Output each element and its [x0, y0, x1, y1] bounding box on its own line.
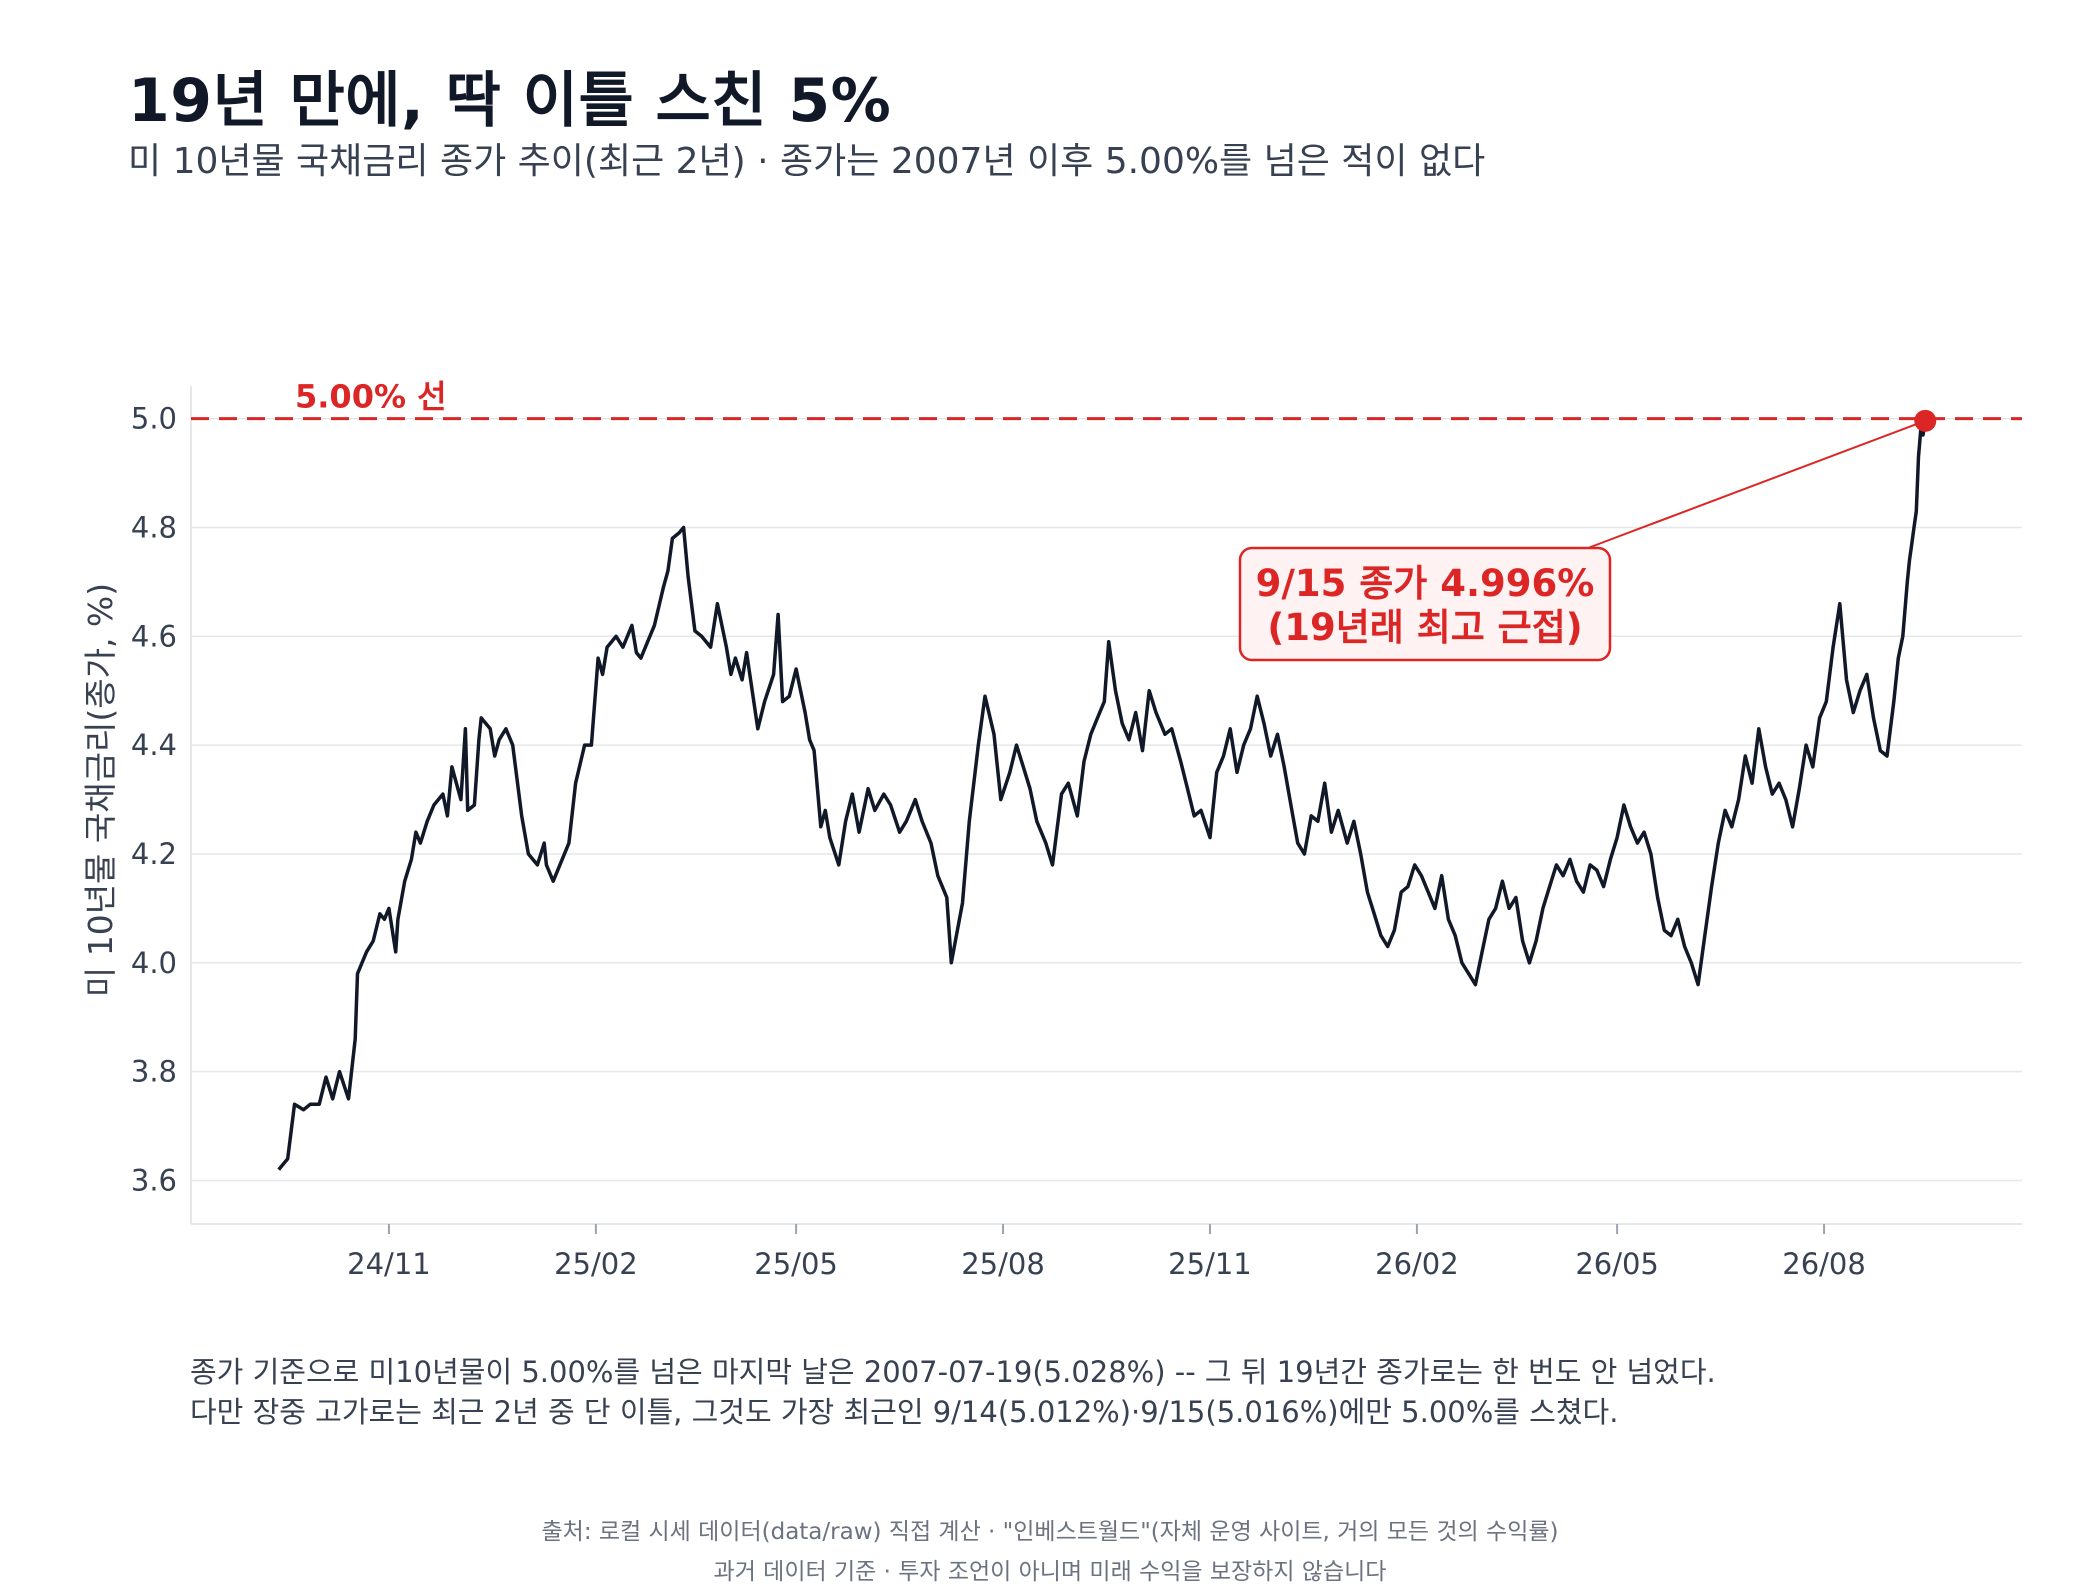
- footnote-line2: 다만 장중 고가로는 최근 2년 중 단 이틀, 그것도 가장 최근인 9/14…: [190, 1395, 1619, 1429]
- annotation-connector: [1587, 419, 1926, 549]
- y-tick-label: 4.6: [131, 619, 177, 653]
- annotation-line1: 9/15 종가 4.996%: [1256, 562, 1595, 605]
- source-note: 출처: 로컬 시세 데이터(data/raw) 직접 계산 · "인베스트월드"…: [0, 1512, 2100, 1592]
- x-tick-label: 25/08: [961, 1247, 1045, 1281]
- x-tick-label: 26/08: [1782, 1247, 1866, 1281]
- x-tick-label: 24/11: [347, 1247, 431, 1281]
- y-tick-label: 5.0: [131, 402, 177, 436]
- page-title: 19년 만에, 딱 이틀 스친 5%: [128, 66, 892, 136]
- footnote: 종가 기준으로 미10년물이 5.00%를 넘은 마지막 날은 2007-07-…: [190, 1352, 1716, 1432]
- x-tick-label: 26/05: [1575, 1247, 1659, 1281]
- y-tick-label: 4.8: [131, 510, 177, 544]
- footnote-line1: 종가 기준으로 미10년물이 5.00%를 넘은 마지막 날은 2007-07-…: [190, 1355, 1716, 1389]
- x-tick-label: 25/02: [554, 1247, 638, 1281]
- latest-close-marker: [1914, 409, 1937, 432]
- x-tick-labels: 24/11 25/02 25/05 25/08 25/11 26/02 26/05 26/08: [347, 1224, 1866, 1281]
- y-tick-label: 3.6: [131, 1163, 177, 1197]
- reference-line-label: 5.00% 선: [295, 378, 447, 416]
- y-tick-labels: 3.6 3.8 4.0 4.2 4.4 4.6 4.8 5.0: [131, 402, 177, 1198]
- x-tick-label: 25/05: [754, 1247, 838, 1281]
- y-tick-label: 4.0: [131, 946, 177, 980]
- y-axis-title: 미 10년물 국채금리(종가, %): [81, 583, 120, 997]
- annotation-line2: (19년래 최고 근접): [1267, 606, 1582, 649]
- y-tick-label: 3.8: [131, 1055, 177, 1089]
- source-line1: 출처: 로컬 시세 데이터(data/raw) 직접 계산 · "인베스트월드"…: [541, 1519, 1559, 1545]
- x-tick-label: 25/11: [1168, 1247, 1252, 1281]
- x-tick-label: 26/02: [1375, 1247, 1459, 1281]
- yield-series-line: [277, 420, 1928, 1171]
- y-tick-label: 4.4: [131, 728, 177, 762]
- page-subtitle: 미 10년물 국채금리 종가 추이(최근 2년) · 종가는 2007년 이후 …: [128, 141, 1486, 182]
- annotation-box: [1238, 546, 1612, 662]
- y-tick-label: 4.2: [131, 837, 177, 871]
- source-line2: 과거 데이터 기준 · 투자 조언이 아니며 미래 수익을 보장하지 않습니다: [713, 1559, 1387, 1585]
